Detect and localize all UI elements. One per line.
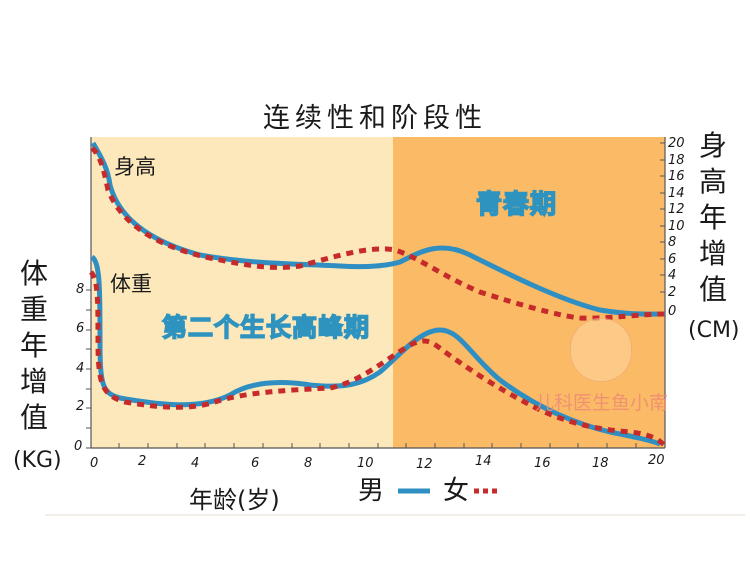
x-tick: 18	[592, 456, 609, 471]
x-tick: 8	[304, 456, 313, 471]
x-tick: 10	[357, 456, 374, 471]
weight-curve-label: 体重	[110, 272, 152, 296]
right-tick: 16	[668, 169, 685, 184]
right-tick: 20	[668, 136, 685, 151]
right-axis-unit: (CM)	[688, 318, 740, 343]
x-tick: 0	[90, 456, 99, 471]
left-tick: 6	[76, 321, 85, 336]
x-tick: 20	[648, 453, 665, 468]
watermark-mascot-icon	[570, 318, 632, 382]
puberty-label: 青春期	[475, 189, 558, 221]
left-tick: 4	[76, 361, 85, 376]
right-tick: 12	[668, 202, 685, 217]
right-axis-title: 身高年增值	[698, 129, 727, 306]
weight-female-line	[88, 270, 667, 448]
x-tick: 16	[534, 456, 551, 471]
right-tick: 8	[668, 235, 677, 250]
legend-male-label: 男	[358, 476, 385, 506]
x-tick: 12	[416, 457, 433, 472]
right-tick: 0	[668, 304, 677, 319]
divider	[45, 514, 745, 516]
right-tick: 10	[668, 219, 685, 234]
x-tick: 2	[138, 454, 147, 469]
legend-female-label: 女	[443, 476, 470, 506]
x-tick: 6	[251, 456, 260, 471]
right-tick: 6	[668, 252, 677, 267]
height-curve-label: 身高	[114, 155, 156, 179]
right-tick: 14	[668, 186, 685, 201]
second-peak-label: 第二个生长高峰期	[161, 312, 371, 343]
left-tick: 0	[74, 439, 83, 454]
right-tick: 18	[668, 153, 685, 168]
left-tick: 8	[76, 282, 85, 297]
puberty-region	[393, 137, 665, 448]
right-tick: 2	[668, 285, 677, 300]
left-axis-unit: (KG)	[13, 448, 62, 473]
height-female-line	[90, 146, 666, 321]
right-tick: 4	[668, 268, 677, 283]
left-axis-title: 体重年增值	[19, 257, 48, 434]
x-tick: 14	[475, 454, 492, 469]
x-axis-title: 年龄(岁)	[189, 486, 280, 514]
chart-title: 连续性和阶段性	[263, 103, 487, 134]
watermark-text: 儿科医生鱼小南	[535, 392, 669, 414]
x-tick: 4	[191, 456, 200, 471]
left-tick: 2	[76, 399, 85, 414]
